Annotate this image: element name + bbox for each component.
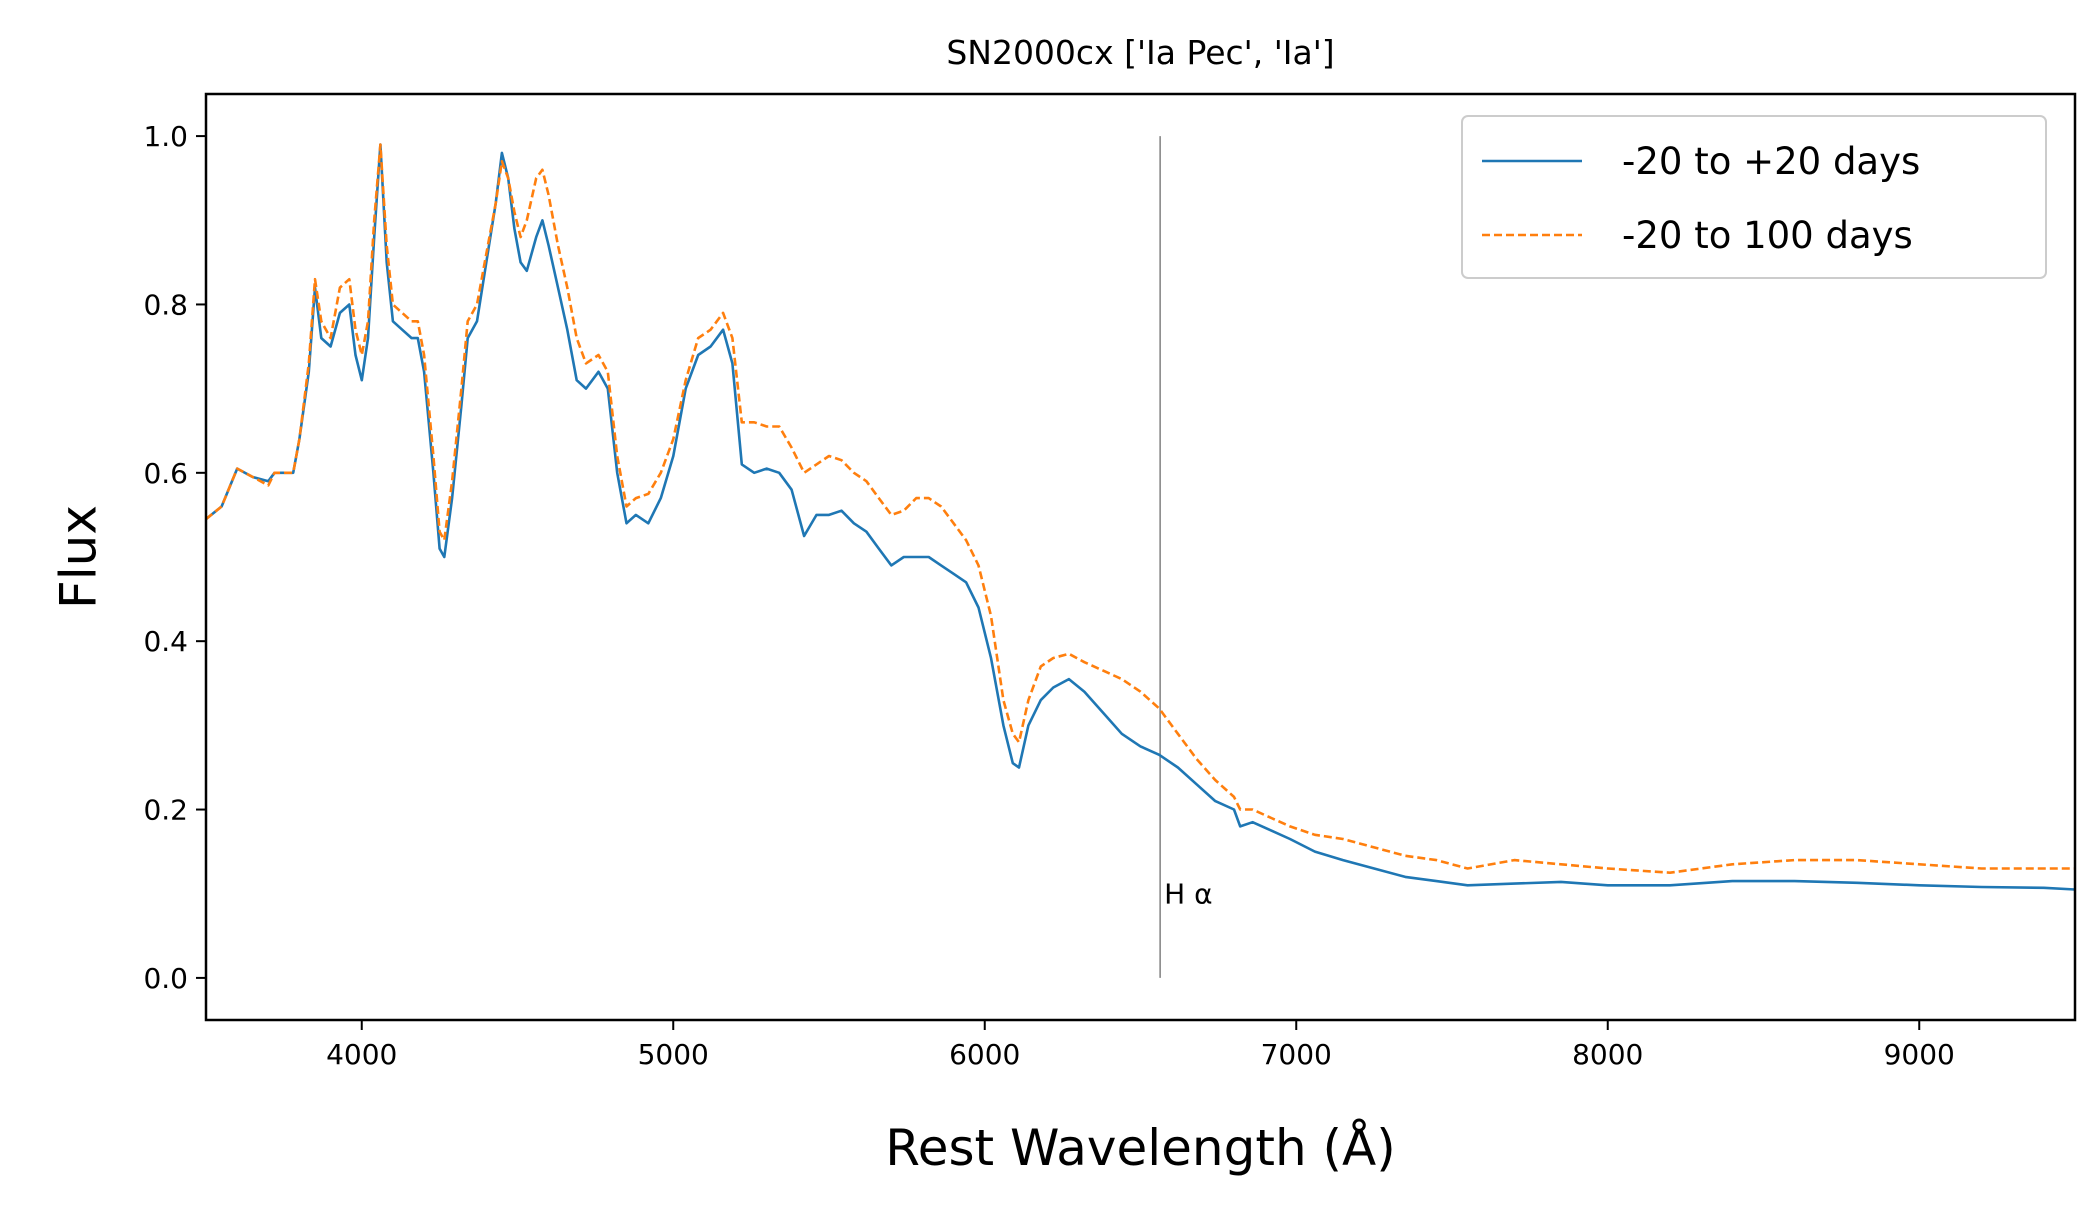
plot-area (206, 136, 2075, 978)
x-tick-label: 6000 (949, 1038, 1020, 1071)
legend-box (1461, 115, 2047, 279)
x-tick-label: 4000 (326, 1038, 397, 1071)
y-tick-label: 0.8 (143, 288, 188, 321)
legend-label-1: -20 to +20 days (1622, 140, 1920, 183)
y-tick-label: 1.0 (143, 120, 188, 153)
y-tick-label: 0.2 (143, 794, 188, 827)
legend: -20 to +20 days -20 to 100 days (1461, 115, 2047, 279)
y-tick-label: 0.6 (143, 457, 188, 490)
plot-frame (204, 92, 2077, 1022)
x-tick-label: 7000 (1261, 1038, 1332, 1071)
x-tick-label: 9000 (1884, 1038, 1955, 1071)
annotation-label-halpha: H α (1164, 878, 1212, 911)
chart-title: SN2000cx ['Ia Pec', 'Ia'] (946, 33, 1334, 72)
x-tick-label: 8000 (1572, 1038, 1643, 1071)
x-axis: 4000 5000 6000 7000 8000 9000 (326, 1020, 1955, 1071)
y-axis-label: Flux (50, 505, 108, 609)
series-line-2 (206, 143, 2075, 874)
y-tick-label: 0.4 (143, 625, 188, 658)
y-tick-label: 0.0 (143, 962, 188, 995)
legend-label-2: -20 to 100 days (1622, 214, 1913, 257)
y-axis: 0.0 0.2 0.4 0.6 0.8 1.0 (143, 120, 206, 995)
x-axis-label: Rest Wavelength (Å) (885, 1119, 1396, 1177)
x-tick-label: 5000 (638, 1038, 709, 1071)
